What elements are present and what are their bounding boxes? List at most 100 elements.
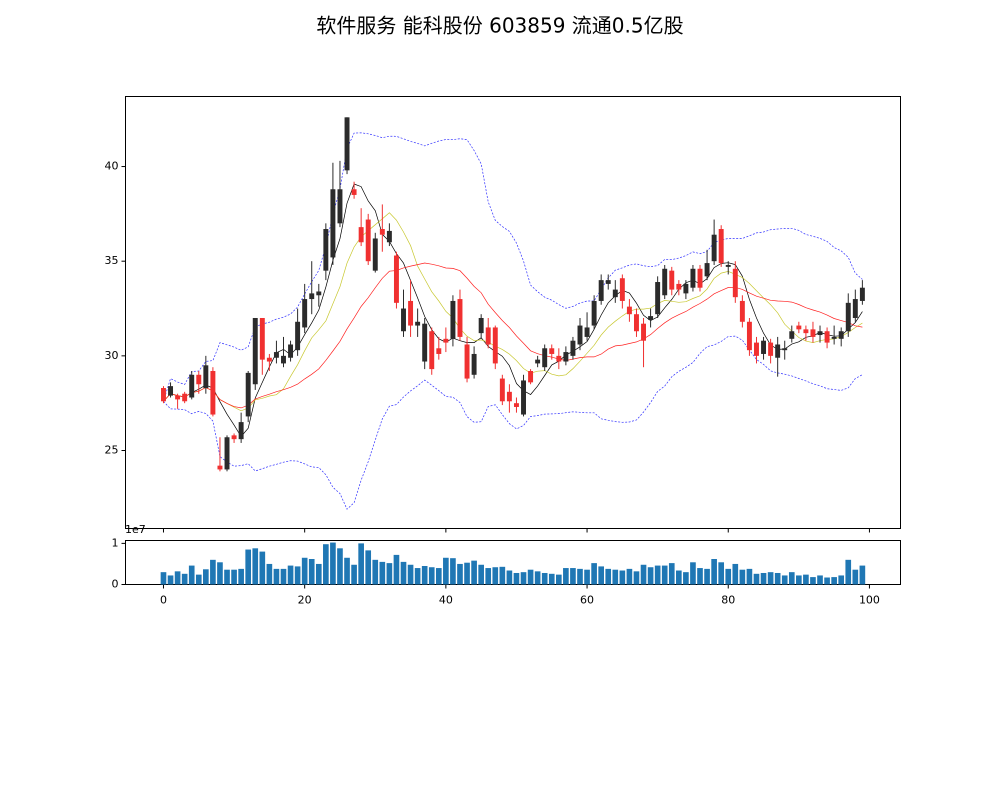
volume-bar xyxy=(527,569,534,585)
volume-bar xyxy=(195,574,202,585)
volume-bar xyxy=(464,562,470,585)
volume-bar xyxy=(626,568,633,585)
candle-body xyxy=(238,422,244,440)
candle-body xyxy=(351,189,357,195)
bollinger-band-line xyxy=(163,335,863,510)
candle-body xyxy=(824,331,830,343)
candle-body xyxy=(521,380,526,415)
candle-body xyxy=(401,308,406,332)
candle-body xyxy=(492,327,498,364)
candle-body xyxy=(732,268,738,298)
volume-bar xyxy=(428,567,435,585)
candle-body xyxy=(450,300,456,339)
volume-bar xyxy=(435,568,442,585)
candle-body xyxy=(203,365,209,389)
volume-bar xyxy=(619,570,626,585)
candle-body xyxy=(337,189,343,224)
volume-bar xyxy=(372,559,379,585)
candle-body xyxy=(457,299,463,337)
volume-bar xyxy=(774,572,781,585)
candle-body xyxy=(598,280,604,301)
candle-body xyxy=(612,289,618,298)
volume-y-tick-label: 1 xyxy=(112,536,119,549)
candle-body xyxy=(761,340,767,354)
y-tick-label: 40 xyxy=(105,160,119,173)
volume-bar xyxy=(217,562,223,585)
volume-bar xyxy=(287,565,294,585)
volume-bar xyxy=(605,568,612,585)
volume-bar xyxy=(661,565,668,585)
volume-bar xyxy=(393,554,400,585)
candle-body xyxy=(704,263,710,277)
candle-body xyxy=(259,317,265,360)
volume-bar xyxy=(767,572,774,585)
candle-body xyxy=(810,329,816,337)
volume-bar xyxy=(725,568,732,585)
volume-bar xyxy=(379,561,386,585)
candle-body xyxy=(746,321,752,351)
volume-bar xyxy=(188,565,195,585)
candle-body xyxy=(231,435,237,440)
candle-body xyxy=(379,229,385,235)
volume-bar xyxy=(457,563,463,585)
candle-body xyxy=(775,344,781,358)
candle-body xyxy=(422,323,428,362)
volume-bar xyxy=(563,568,569,585)
chart-title: 软件服务 能科股份 603859 流通0.5亿股 xyxy=(316,14,683,38)
volume-bar xyxy=(485,568,492,585)
candle-body xyxy=(852,299,858,318)
volume-bar xyxy=(400,561,407,585)
candle-body xyxy=(513,403,519,407)
volume-bar xyxy=(810,577,816,585)
volume-bar xyxy=(386,563,393,585)
moving-average-line xyxy=(163,212,863,412)
moving-average-line xyxy=(163,262,863,409)
volume-bar xyxy=(492,567,499,585)
candle-body xyxy=(549,348,555,354)
volume-bar xyxy=(358,543,364,585)
candle-body xyxy=(591,300,597,326)
volume-bar xyxy=(174,571,181,585)
candle-body xyxy=(485,327,491,345)
candle-body xyxy=(408,300,414,326)
candle-body xyxy=(542,348,548,368)
price-axes-frame xyxy=(125,96,901,529)
candle-body xyxy=(584,327,590,337)
candle-body xyxy=(634,314,639,332)
candle-body xyxy=(168,386,174,396)
volume-bar xyxy=(203,569,209,585)
x-tick-label: 0 xyxy=(160,594,167,607)
candle-body xyxy=(323,229,329,271)
volume-bar xyxy=(718,562,725,585)
candle-body xyxy=(838,331,844,339)
candle-body xyxy=(676,283,682,290)
candle-body xyxy=(782,348,788,351)
x-tick-label: 40 xyxy=(439,594,453,607)
volume-bar xyxy=(732,563,739,585)
volume-bar xyxy=(506,570,513,585)
volume-bar xyxy=(160,572,167,585)
candle-body xyxy=(641,323,647,341)
x-tick-label: 20 xyxy=(298,594,312,607)
volume-bar xyxy=(231,569,237,585)
candle-body xyxy=(570,340,576,356)
candle-body xyxy=(499,378,505,402)
candle-body xyxy=(796,325,802,330)
volume-bar xyxy=(181,573,188,585)
candle-body xyxy=(266,357,272,362)
candle-body xyxy=(471,353,477,375)
candle-body xyxy=(789,331,795,339)
volume-bar xyxy=(407,564,414,585)
volume-bar xyxy=(365,550,372,585)
volume-bar xyxy=(323,544,329,585)
candle-body xyxy=(288,344,294,358)
x-tick-label: 80 xyxy=(721,594,735,607)
volume-bar xyxy=(252,548,259,585)
volume-bar xyxy=(238,568,244,585)
candle-body xyxy=(845,302,851,332)
volume-bar xyxy=(273,568,280,585)
volume-bar xyxy=(817,575,823,585)
candle-body xyxy=(626,306,632,315)
volume-bar xyxy=(781,575,788,585)
volume-bar xyxy=(591,563,597,585)
